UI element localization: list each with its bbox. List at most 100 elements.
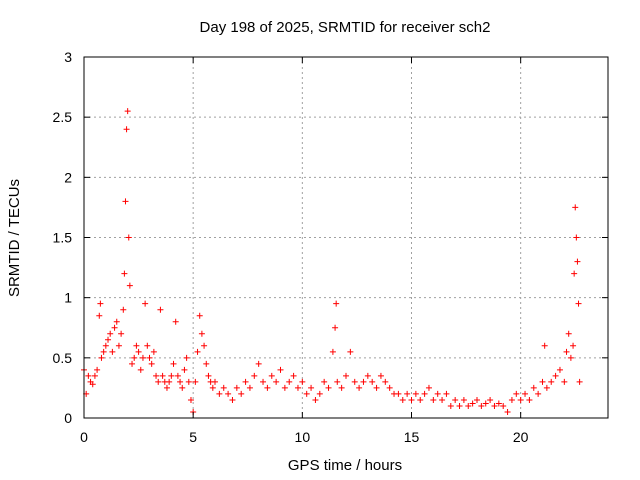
- gridlines: [84, 57, 608, 418]
- data-point: [575, 300, 582, 307]
- data-point: [491, 402, 498, 409]
- data-point: [452, 396, 459, 403]
- data-point: [105, 336, 112, 343]
- data-point: [373, 384, 380, 391]
- data-point: [482, 400, 489, 407]
- data-point: [500, 402, 507, 409]
- data-point: [513, 390, 520, 397]
- data-point: [120, 306, 127, 313]
- data-point: [303, 390, 310, 397]
- data-point: [135, 348, 142, 355]
- data-point: [504, 408, 511, 415]
- data-point: [129, 360, 136, 367]
- data-point: [109, 348, 116, 355]
- data-point: [364, 372, 371, 379]
- x-tick-label: 20: [513, 429, 529, 445]
- data-point: [166, 378, 173, 385]
- data-point: [194, 348, 201, 355]
- data-point: [187, 396, 194, 403]
- tick-labels: 0 5 10 15 20 0 0.5 1 1.5 2 2.5 3: [53, 49, 529, 445]
- data-point: [203, 360, 210, 367]
- x-tick-label: 0: [80, 429, 88, 445]
- data-point: [273, 378, 280, 385]
- data-point: [290, 372, 297, 379]
- data-point: [430, 396, 437, 403]
- data-point: [201, 342, 208, 349]
- data-point: [159, 372, 166, 379]
- data-point: [404, 390, 411, 397]
- data-point: [539, 378, 546, 385]
- data-point: [177, 378, 184, 385]
- data-point: [443, 390, 450, 397]
- data-point: [102, 342, 109, 349]
- data-point: [89, 381, 96, 388]
- data-point: [369, 378, 376, 385]
- data-point: [185, 378, 192, 385]
- data-point: [439, 396, 446, 403]
- data-point: [347, 348, 354, 355]
- data-point: [565, 330, 572, 337]
- data-point: [172, 318, 179, 325]
- data-point: [137, 366, 144, 373]
- data-point: [113, 318, 120, 325]
- data-point: [212, 378, 218, 385]
- data-point: [94, 366, 101, 373]
- data-point: [329, 348, 336, 355]
- x-tick-label: 15: [404, 429, 420, 445]
- data-point: [126, 282, 133, 289]
- data-point: [495, 400, 502, 407]
- data-point: [246, 384, 253, 391]
- data-point: [556, 366, 563, 373]
- data-point: [183, 354, 190, 361]
- data-point: [526, 396, 533, 403]
- y-tick-label: 2.5: [53, 109, 73, 125]
- y-tick-label: 1: [64, 290, 72, 306]
- data-point: [174, 372, 181, 379]
- y-axis-label: SRMTID / TECUs: [6, 179, 23, 297]
- data-point: [333, 300, 340, 307]
- data-point: [447, 402, 454, 409]
- data-point: [308, 384, 315, 391]
- data-point: [153, 372, 160, 379]
- data-point: [148, 360, 155, 367]
- y-tick-label: 0.5: [53, 350, 73, 366]
- data-point: [192, 378, 199, 385]
- data-point: [474, 396, 480, 403]
- data-point: [286, 378, 293, 385]
- data-point: [121, 270, 128, 277]
- data-point: [572, 204, 579, 211]
- data-point: [543, 384, 550, 391]
- data-point: [299, 378, 306, 385]
- data-point: [196, 312, 203, 319]
- data-point: [179, 384, 186, 391]
- data-point: [517, 396, 524, 403]
- data-point: [465, 402, 472, 409]
- data-point: [220, 384, 227, 391]
- data-point: [478, 402, 485, 409]
- data-point: [351, 378, 358, 385]
- data-point: [144, 342, 151, 349]
- data-point: [229, 396, 236, 403]
- y-tick-label: 2: [64, 169, 72, 185]
- data-point: [96, 312, 103, 319]
- data-point: [570, 342, 577, 349]
- data-point: [508, 396, 515, 403]
- data-point: [561, 378, 568, 385]
- data-point: [377, 372, 384, 379]
- chart-title: Day 198 of 2025, SRMTID for receiver sch…: [200, 19, 491, 36]
- data-point: [325, 384, 332, 391]
- data-point: [535, 390, 542, 397]
- data-point: [198, 330, 205, 337]
- data-point: [168, 372, 175, 379]
- x-tick-label: 5: [189, 429, 197, 445]
- data-point: [181, 366, 188, 373]
- data-point: [123, 126, 130, 133]
- data-point: [338, 384, 345, 391]
- data-point: [321, 378, 328, 385]
- data-point: [100, 348, 107, 355]
- data-point: [157, 306, 164, 313]
- data-point: [571, 270, 578, 277]
- data-point: [332, 324, 339, 331]
